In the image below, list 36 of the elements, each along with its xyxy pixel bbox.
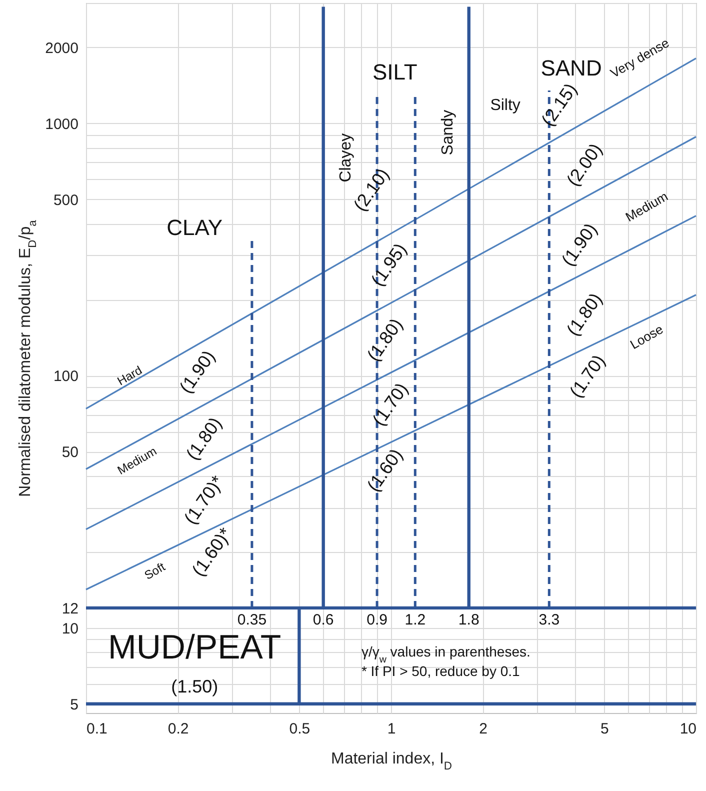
x-axis-title: Material index, I$_{D}$ xyxy=(330,750,452,772)
annotation: SILT xyxy=(372,60,418,85)
annotation: MUD/PEAT xyxy=(108,628,282,666)
annotation: Silty xyxy=(490,97,520,114)
annotation: Very dense xyxy=(608,35,672,81)
y-tick-label: 2000 xyxy=(45,40,78,57)
y-tick-label: 100 xyxy=(53,368,78,386)
x-tick-label: 1 xyxy=(387,720,396,738)
y-tick-label: 10 xyxy=(62,620,78,638)
annotation: 0.35 xyxy=(237,611,267,628)
y-tick-label: 5 xyxy=(70,696,78,714)
x-tick-label: 10 xyxy=(680,720,696,738)
x-tick-label: 0.5 xyxy=(289,720,310,738)
annotation: γ/γ$_{w}$ values in parentheses. xyxy=(361,643,530,665)
x-tick-label: 0.2 xyxy=(168,720,189,738)
annotation: 0.6 xyxy=(312,611,334,628)
annotation: * If PI > 50, reduce by 0.1 xyxy=(361,662,520,679)
annotation: (1.50) xyxy=(171,676,218,697)
annotation: 1.8 xyxy=(458,611,480,628)
annotation: 3.3 xyxy=(538,611,560,628)
y-tick-label: 1000 xyxy=(45,116,78,133)
annotation: Soft xyxy=(142,559,168,582)
annotation: CLAY xyxy=(166,214,223,240)
y-tick-label: 500 xyxy=(53,192,78,209)
annotation: Loose xyxy=(628,321,666,352)
x-tick-label: 2 xyxy=(479,720,488,738)
x-tick-label: 5 xyxy=(600,720,609,738)
annotation: Hard xyxy=(114,363,144,388)
x-tick-label: 0.1 xyxy=(86,720,108,738)
annotation: Clayey xyxy=(338,133,355,182)
y-tick-label: 12 xyxy=(62,600,78,618)
annotation: 1.2 xyxy=(404,611,426,628)
y-tick-label: 50 xyxy=(62,444,78,462)
annotation: SAND xyxy=(540,56,602,80)
annotation: 0.9 xyxy=(366,611,388,628)
annotation: Sandy xyxy=(439,110,456,156)
